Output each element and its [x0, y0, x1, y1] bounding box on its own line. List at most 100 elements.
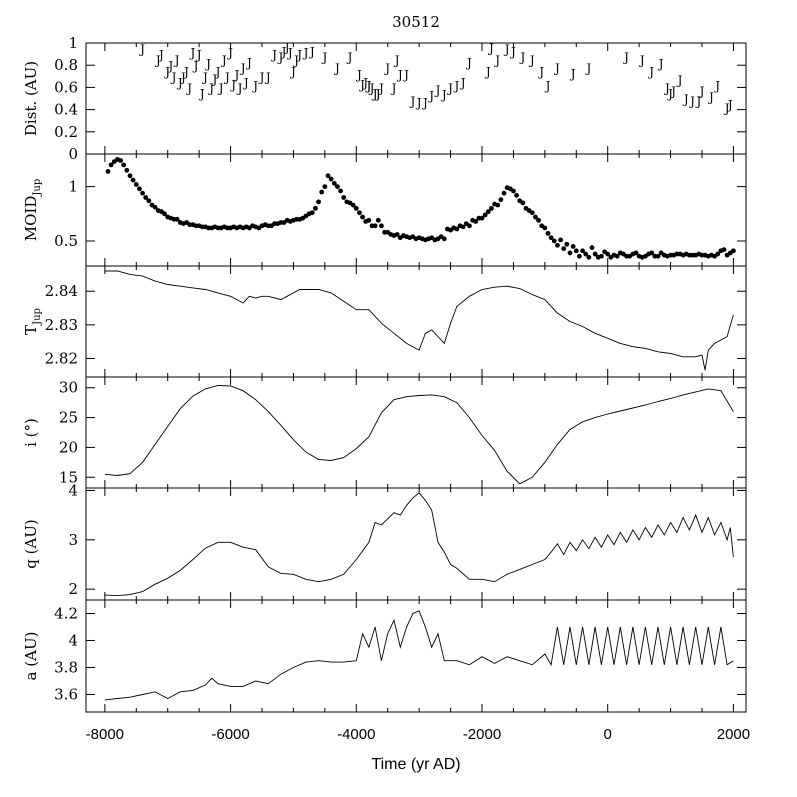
data-point-moid	[498, 197, 504, 203]
encounter-marker: J	[185, 81, 192, 95]
data-point-moid	[146, 198, 152, 204]
data-point-moid	[548, 235, 554, 241]
encounter-marker: J	[371, 87, 378, 101]
data-point-moid	[127, 173, 133, 179]
encounter-marker: J	[537, 65, 544, 79]
encounter-marker: J	[569, 67, 576, 81]
encounter-marker: J	[302, 46, 309, 60]
data-point-moid	[511, 188, 516, 194]
data-point-moid	[555, 242, 560, 248]
encounter-marker: J	[176, 76, 183, 90]
data-point-moid	[313, 205, 318, 211]
data-point-moid	[545, 230, 551, 236]
y-tick-label-dist: 0.8	[54, 56, 78, 74]
encounter-marker: J	[361, 76, 368, 90]
encounter-marker: J	[503, 43, 510, 57]
encounter-marker: J	[647, 65, 654, 79]
encounter-marker: J	[544, 79, 551, 93]
data-point-moid	[614, 253, 620, 259]
y-tick-label-dist: 1	[68, 34, 78, 52]
encounter-marker: J	[214, 65, 221, 79]
data-point-moid	[573, 248, 579, 254]
encounter-marker: J	[383, 61, 390, 75]
panel-frame-moid	[85, 153, 747, 267]
y-axis-label-dist: Dist. (AU)	[22, 61, 40, 136]
data-point-moid	[133, 182, 139, 187]
x-tick-label: 0	[604, 726, 612, 743]
encounter-marker: J	[210, 73, 217, 87]
x-tick-label: -4000	[337, 726, 375, 743]
encounter-marker: J	[220, 54, 227, 68]
data-point-moid	[586, 254, 592, 260]
encounter-marker: J	[188, 46, 195, 60]
x-tick-label: -6000	[211, 726, 249, 743]
data-point-moid	[533, 214, 538, 220]
encounter-marker: J	[236, 81, 243, 95]
data-point-moid	[121, 162, 127, 168]
data-point-moid	[479, 215, 485, 221]
encounter-marker: J	[358, 78, 365, 92]
data-point-moid	[325, 173, 331, 179]
encounter-marker: J	[166, 59, 173, 73]
encounter-marker: J	[393, 54, 400, 68]
x-tick-label: -2000	[463, 726, 501, 743]
y-tick-label-dist: 0.2	[54, 123, 78, 141]
encounter-marker: J	[280, 45, 287, 59]
series-line-tjup	[104, 270, 734, 371]
encounter-marker: J	[355, 68, 362, 82]
encounter-marker: J	[154, 54, 161, 68]
data-point-moid	[485, 209, 491, 215]
encounter-marker: J	[173, 54, 180, 68]
encounter-marker: J	[669, 85, 676, 99]
encounter-marker: J	[163, 65, 170, 79]
encounter-marker: J	[320, 50, 327, 64]
data-point-moid	[592, 251, 598, 257]
data-point-moid	[460, 224, 466, 230]
data-point-moid	[495, 202, 501, 208]
encounter-marker: J	[229, 78, 236, 92]
panel-frame-tjup	[85, 265, 747, 378]
encounter-marker: J	[638, 54, 645, 68]
y-tick-label-a: 3.6	[54, 685, 78, 703]
y-tick-label-a: 4	[68, 631, 78, 649]
data-point-moid	[360, 214, 365, 220]
data-point-moid	[309, 210, 315, 216]
data-point-moid	[529, 210, 535, 216]
encounter-marker: J	[182, 65, 189, 79]
data-point-moid	[394, 232, 400, 237]
panel-incl: 15 20 25 30 i (°)	[22, 376, 747, 489]
encounter-marker: J	[251, 79, 258, 93]
encounter-marker: J	[676, 74, 683, 88]
encounter-marker: J	[258, 70, 265, 84]
encounter-marker: J	[226, 46, 233, 60]
data-point-moid	[536, 217, 541, 223]
panel-frame-incl	[85, 376, 747, 489]
encounter-marker: J	[286, 46, 293, 60]
data-point-moid	[140, 190, 145, 196]
encounter-marker: J	[723, 101, 730, 115]
data-point-moid	[357, 210, 362, 216]
data-point-moid	[143, 195, 149, 200]
encounter-marker-dense: J	[487, 41, 494, 55]
y-tick-label-dist: 0.6	[54, 78, 78, 96]
data-point-moid	[353, 205, 359, 211]
y-tick-label-moid: 1	[68, 178, 78, 196]
encounter-marker: J	[459, 76, 466, 90]
data-point-moid	[567, 250, 573, 256]
encounter-marker: J	[289, 65, 296, 79]
encounter-marker: J	[434, 84, 441, 98]
encounter-marker: J	[198, 87, 205, 101]
y-tick-label-incl: 20	[59, 438, 78, 456]
encounter-marker: J	[528, 54, 535, 68]
data-point-moid	[328, 176, 334, 182]
encounter-marker: J	[427, 89, 434, 103]
y-tick-label-incl: 15	[59, 468, 78, 486]
y-axis-label-a: a (AU)	[22, 632, 40, 681]
y-tick-label-a: 3.8	[54, 658, 78, 676]
data-point-moid	[589, 245, 595, 250]
encounter-marker: J	[346, 50, 353, 64]
data-point-moid	[715, 251, 721, 257]
y-tick-label-q: 4	[68, 481, 78, 499]
